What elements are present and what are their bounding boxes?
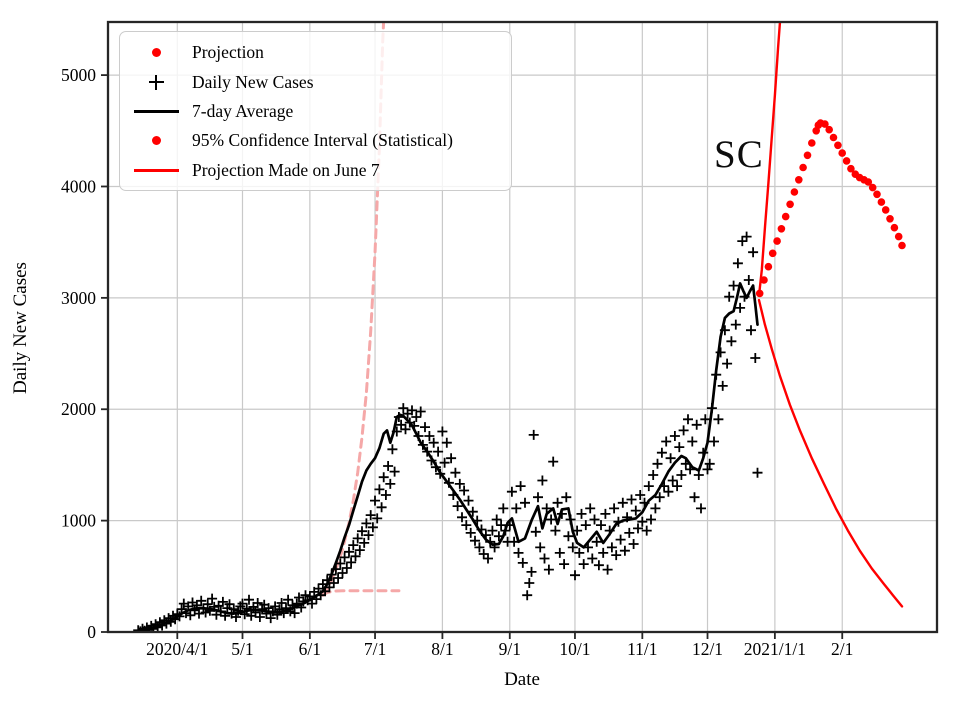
legend-item-confidence-interval: 95% Confidence Interval (Statistical) [120, 126, 511, 155]
legend-label: Projection [192, 42, 264, 63]
y-tick-label: 5000 [61, 65, 96, 85]
black-line-marker-icon [133, 109, 179, 114]
legend-item-7day-average: 7-day Average [120, 97, 511, 126]
series-projection [755, 119, 906, 298]
legend: Projection Daily New Cases 7-day Average… [119, 31, 512, 191]
x-tick-label: 8/1 [431, 639, 453, 659]
x-tick-label: 9/1 [499, 639, 521, 659]
x-tick-label: 2020/4/1 [146, 639, 208, 659]
series-seven-day-average [141, 282, 759, 632]
x-tick-label: 10/1 [559, 639, 590, 659]
legend-item-projection: Projection [120, 38, 511, 67]
plus-marker-icon [148, 74, 164, 90]
legend-label: 95% Confidence Interval (Statistical) [192, 130, 453, 151]
red-line-marker-icon [133, 168, 179, 172]
series-confidence-lower [757, 298, 904, 608]
legend-label: Projection Made on June 7 [192, 159, 380, 180]
y-tick-label: 4000 [61, 176, 96, 196]
x-tick-label: 2/1 [831, 639, 853, 659]
series-daily-new-cases [133, 231, 763, 632]
series-layer [133, 22, 906, 632]
legend-label: 7-day Average [192, 100, 294, 121]
red-dot-marker-icon [151, 48, 161, 58]
legend-item-daily-new-cases: Daily New Cases [120, 67, 511, 96]
axes: 2020/4/1 5/1 6/1 7/1 8/1 9/1 10/1 11/1 12/1 2021/… [61, 65, 853, 659]
x-tick-label: 5/1 [231, 639, 253, 659]
y-tick-label: 1000 [61, 511, 96, 531]
y-tick-label: 0 [87, 622, 96, 642]
legend-label: Daily New Cases [192, 71, 314, 92]
y-tick-label: 2000 [61, 399, 96, 419]
plot-border [106, 20, 939, 634]
red-dot-marker-icon [151, 136, 161, 146]
x-tick-label: 6/1 [299, 639, 321, 659]
y-tick-label: 3000 [61, 288, 96, 308]
x-tick-label: 11/1 [627, 639, 657, 659]
region-annotation: SC [714, 133, 764, 176]
x-tick-label: 2021/1/1 [744, 639, 806, 659]
x-tick-label: 12/1 [692, 639, 723, 659]
x-tick-label: 7/1 [364, 639, 386, 659]
legend-item-june7-projection: Projection Made on June 7 [120, 156, 511, 185]
series-confidence-upper [757, 22, 782, 297]
